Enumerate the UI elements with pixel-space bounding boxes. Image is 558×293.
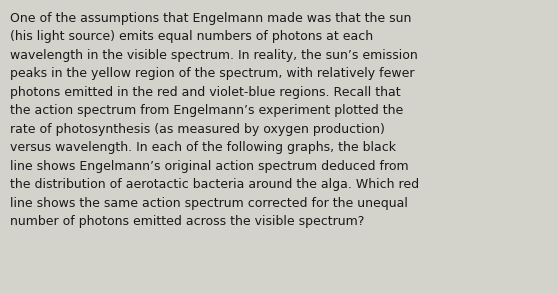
Text: One of the assumptions that Engelmann made was that the sun
(his light source) e: One of the assumptions that Engelmann ma… [10, 12, 419, 228]
